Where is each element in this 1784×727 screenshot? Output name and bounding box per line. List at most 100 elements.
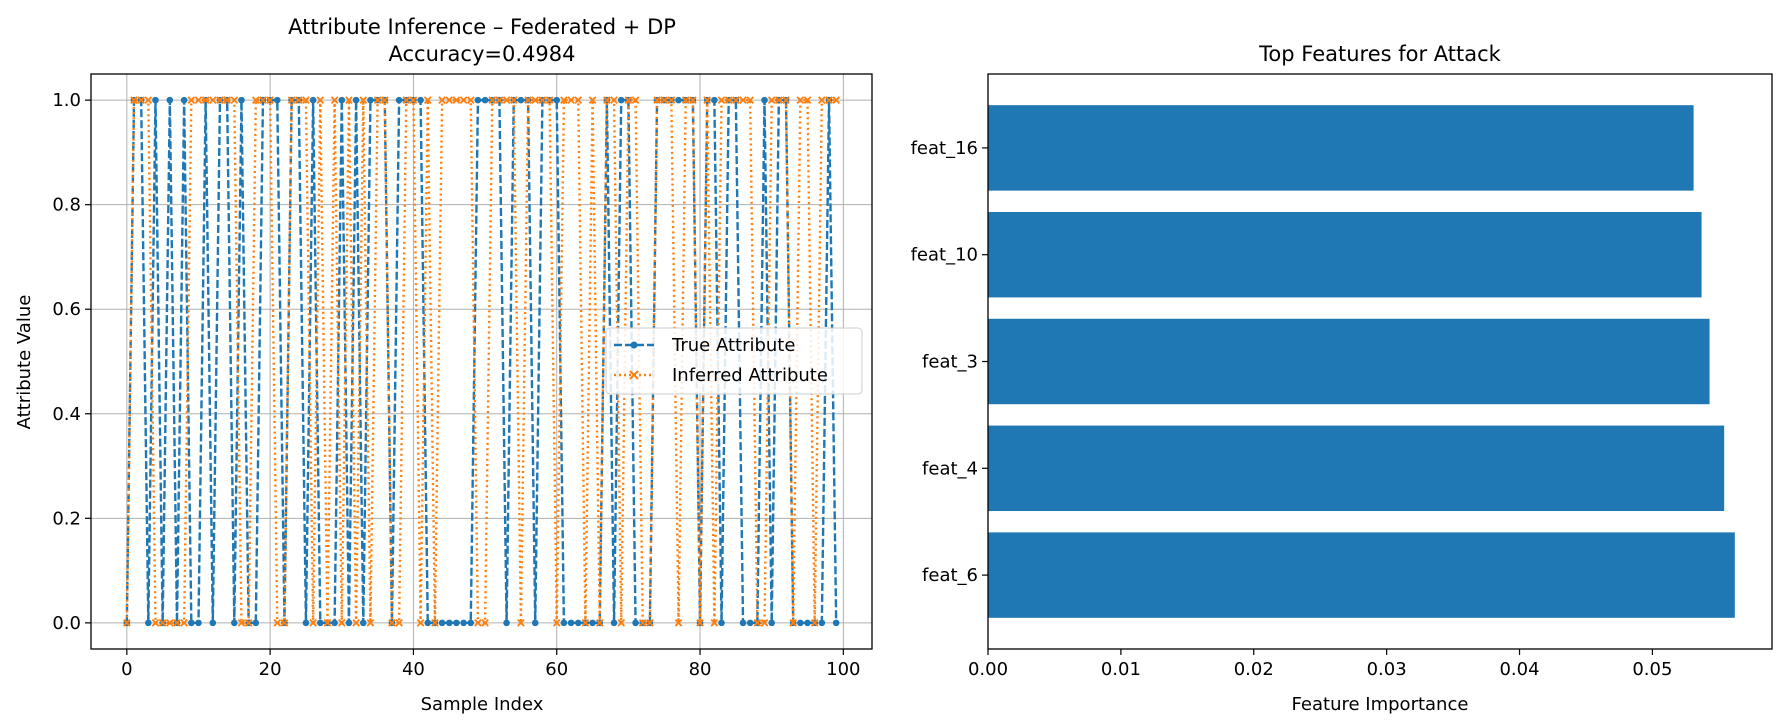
data-point [581,619,590,627]
x-tick-label: 40 [402,659,425,680]
data-point [667,96,676,104]
data-point [481,96,489,104]
data-point [251,96,260,104]
bar-x-axis-ticks: 0.00 0.01 0.02 0.03 0.04 0.05 [968,649,1672,680]
data-point [782,96,790,104]
data-point [718,619,725,627]
category-label: feat_16 [911,138,978,159]
x-tick-label: 60 [545,659,568,680]
data-point [624,96,633,104]
x-axis-label: Sample Index [421,694,544,715]
data-point [194,96,203,104]
data-point [538,96,547,104]
data-point [259,96,267,104]
data-point [524,96,532,104]
data-point [775,96,783,104]
data-point [553,96,561,104]
y-tick-label: 0.6 [52,299,81,320]
data-point [338,96,346,104]
data-point [632,619,639,627]
data-point [509,96,518,104]
data-point [832,619,840,627]
data-point [316,96,325,104]
data-point [238,96,245,104]
data-point [675,96,682,104]
data-point [617,619,626,627]
data-point [631,96,640,104]
data-point [445,619,453,627]
data-point [638,619,647,627]
x-tick-label: 0.05 [1632,659,1672,680]
data-point [366,619,375,627]
y-tick-label: 0.4 [52,404,81,425]
data-point [610,619,618,627]
data-point [825,96,833,104]
data-point [373,96,382,104]
x-tick-label: 0 [121,659,132,680]
data-point [753,619,762,627]
series-line [125,98,838,625]
data-point [531,619,539,627]
data-point [359,96,368,104]
category-label: feat_10 [911,245,978,266]
data-point [187,96,196,104]
data-point [180,619,188,627]
data-point [273,96,281,104]
data-point [531,96,540,104]
data-point [130,96,138,104]
data-point [395,619,403,627]
data-point [474,96,482,104]
y-tick-label: 0.8 [52,195,81,216]
x-tick-label: 20 [259,659,282,680]
data-point [760,619,769,627]
data-point [689,96,697,104]
data-point [517,619,525,627]
data-point [803,96,812,104]
data-point [424,619,432,627]
data-point [552,619,561,627]
data-point [208,96,217,104]
data-point [337,619,346,627]
data-point [252,619,260,627]
legend-label-inferred: Inferred Attribute [672,365,828,386]
data-point [158,619,167,627]
data-point [545,96,554,104]
data-point [467,619,475,627]
bar-feat-6 [988,532,1735,618]
line-chart: Attribute Inference – Federated + DP Acc… [14,15,873,715]
data-point [438,96,446,104]
data-point [595,619,604,627]
chart-title-line2: Accuracy=0.4984 [389,42,576,66]
data-point [145,619,152,627]
data-point [316,619,324,627]
data-point [395,96,403,104]
data-point [367,96,374,104]
data-point [495,96,504,104]
data-point [423,96,432,104]
data-point [567,96,575,104]
legend-label-true: True Attribute [671,335,795,356]
data-point [453,619,460,627]
x-tick-label: 0.03 [1367,659,1407,680]
data-point [438,619,446,627]
data-point [653,96,661,104]
legend: True Attribute Inferred Attribute [605,327,863,395]
data-point [574,619,582,627]
data-point [402,96,411,104]
data-point [560,96,568,104]
x-tick-label: 0.01 [1101,659,1141,680]
data-point [237,619,246,627]
x-axis-ticks: 0 20 40 60 80 100 [121,649,861,680]
data-point [588,96,597,104]
data-point [610,96,618,104]
data-point [703,96,712,104]
data-point [294,96,303,104]
data-point [460,619,467,627]
data-point [739,619,747,627]
y-axis-label: Attribute Value [14,295,35,430]
legend-box [605,327,863,395]
y-tick-label: 1.0 [52,90,81,111]
bar-chart: Top Features for Attack 0.00 0.01 0.02 0.03… [911,42,1773,715]
data-point [739,96,747,104]
